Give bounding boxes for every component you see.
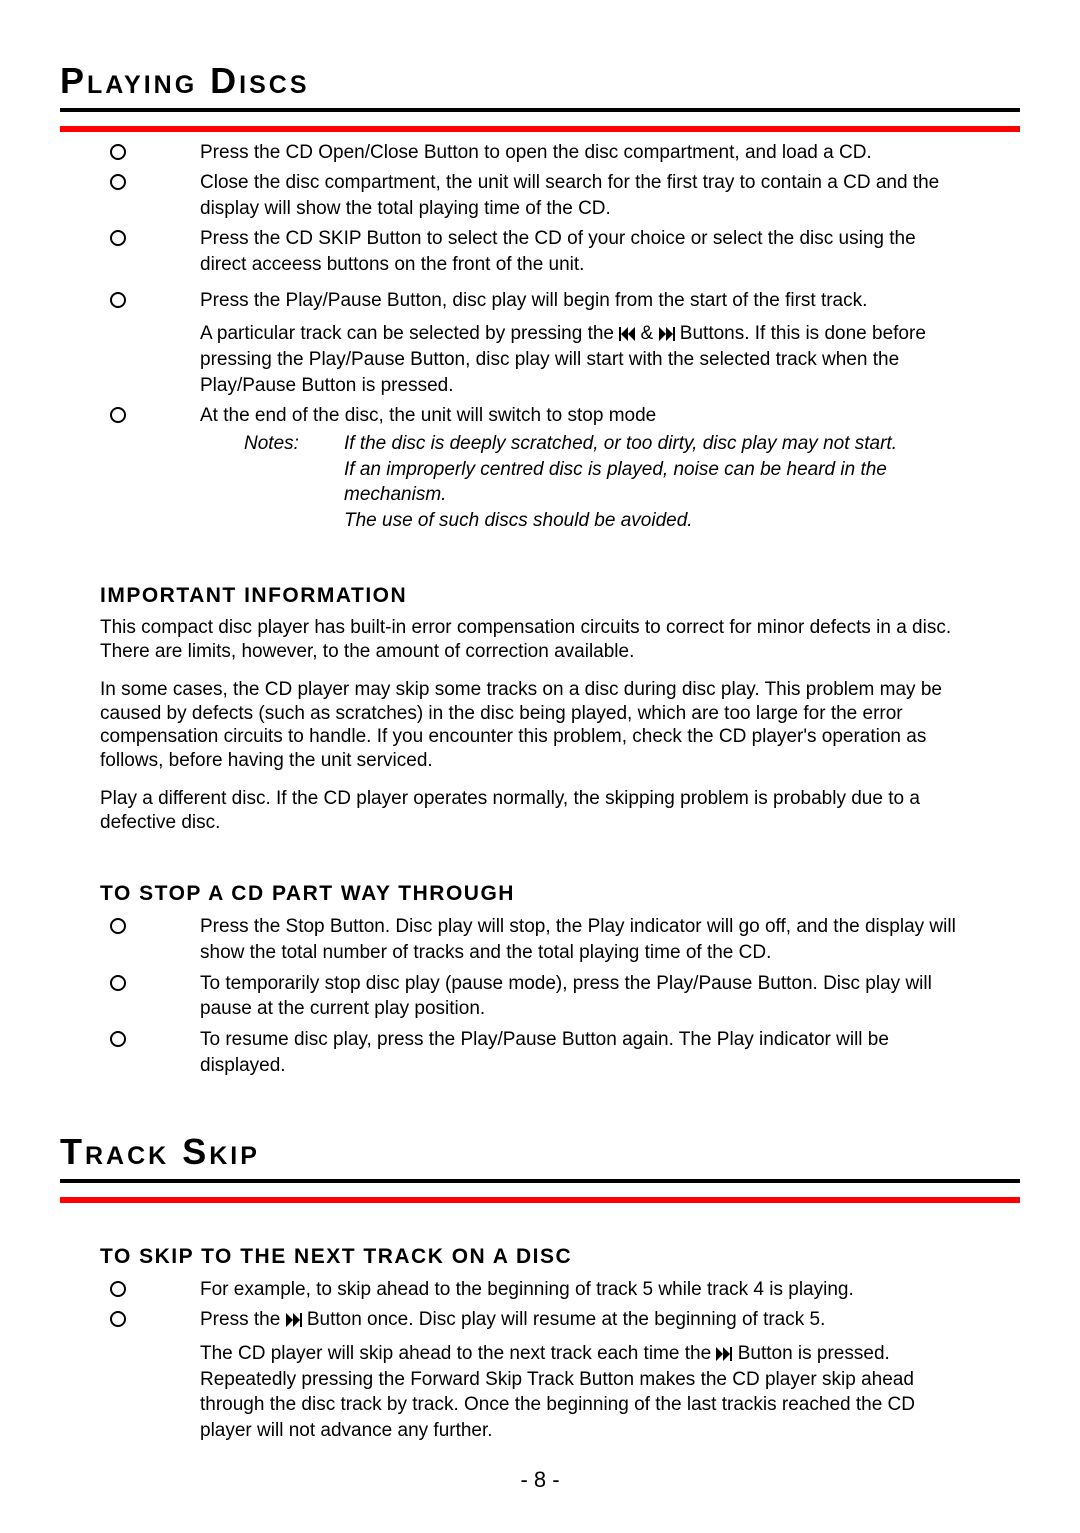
text-fragment: Button once. Disc play will resume at th… <box>302 1309 826 1330</box>
text-fragment: & <box>635 323 658 344</box>
text-fragment: A particular track can be selected by pr… <box>200 323 619 344</box>
heading-track-skip: Track Skip <box>60 1131 1020 1173</box>
rule-black <box>60 1179 1020 1183</box>
page-number: - 8 - <box>0 1467 1080 1493</box>
list-text: At the end of the disc, the unit will sw… <box>200 403 960 429</box>
list-text: Press the Play/Pause Button, disc play w… <box>200 288 960 314</box>
list-subtext: A particular track can be selected by pr… <box>108 321 960 398</box>
stop-cd-list: Press the Stop Button. Disc play will st… <box>108 914 960 1078</box>
list-text: For example, to skip ahead to the beginn… <box>200 1277 960 1303</box>
notes-block: Notes: If the disc is deeply scratched, … <box>200 431 960 534</box>
text-fragment: Press the <box>200 1309 286 1330</box>
paragraph: In some cases, the CD player may skip so… <box>100 678 960 773</box>
text-fragment: The CD player will skip ahead to the nex… <box>200 1343 716 1364</box>
list-subtext: The CD player will skip ahead to the nex… <box>108 1341 960 1444</box>
skip-forward-icon <box>659 327 675 341</box>
list-text: To temporarily stop disc play (pause mod… <box>200 971 960 1022</box>
rule-red <box>60 126 1020 132</box>
list-item: Close the disc compartment, the unit wil… <box>108 170 960 221</box>
playing-discs-list: Press the CD Open/Close Button to open t… <box>108 140 960 534</box>
notes-label: Notes: <box>244 431 314 534</box>
list-item: Press the Button once. Disc play will re… <box>108 1307 960 1333</box>
heading-skip-next: To Skip to the Next Track on a Disc <box>100 1245 1020 1269</box>
list-text: To resume disc play, press the Play/Paus… <box>200 1027 960 1078</box>
skip-forward-icon <box>286 1313 302 1327</box>
page: Playing Discs Press the CD Open/Close Bu… <box>0 0 1080 1533</box>
heading-stop-cd: To Stop a CD Part Way Through <box>100 882 1020 906</box>
paragraph: This compact disc player has built-in er… <box>100 616 960 664</box>
list-item: Press the Play/Pause Button, disc play w… <box>108 288 960 314</box>
rule-black <box>60 108 1020 112</box>
list-text: Close the disc compartment, the unit wil… <box>200 170 960 221</box>
note-line: If the disc is deeply scratched, or too … <box>344 431 960 457</box>
list-text: Press the CD SKIP Button to select the C… <box>200 226 960 277</box>
list-item: Press the CD SKIP Button to select the C… <box>108 226 960 277</box>
list-item: To resume disc play, press the Play/Paus… <box>108 1027 960 1078</box>
list-item: Press the CD Open/Close Button to open t… <box>108 140 960 166</box>
list-text: Press the Stop Button. Disc play will st… <box>200 914 960 965</box>
list-item: At the end of the disc, the unit will sw… <box>108 403 960 533</box>
note-line: If an improperly centred disc is played,… <box>344 457 960 508</box>
list-item: For example, to skip ahead to the beginn… <box>108 1277 960 1303</box>
note-line: The use of such discs should be avoided. <box>344 508 960 534</box>
list-item: To temporarily stop disc play (pause mod… <box>108 971 960 1022</box>
heading-important-info: Important Information <box>100 584 1020 608</box>
list-text: Press the CD Open/Close Button to open t… <box>200 140 960 166</box>
skip-back-icon <box>619 327 635 341</box>
paragraph: Play a different disc. If the CD player … <box>100 787 960 835</box>
skip-next-list: For example, to skip ahead to the beginn… <box>108 1277 960 1444</box>
rule-red <box>60 1197 1020 1203</box>
skip-forward-icon <box>716 1347 732 1361</box>
notes-lines: If the disc is deeply scratched, or too … <box>344 431 960 534</box>
list-item: Press the Stop Button. Disc play will st… <box>108 914 960 965</box>
heading-playing-discs: Playing Discs <box>60 60 1020 102</box>
